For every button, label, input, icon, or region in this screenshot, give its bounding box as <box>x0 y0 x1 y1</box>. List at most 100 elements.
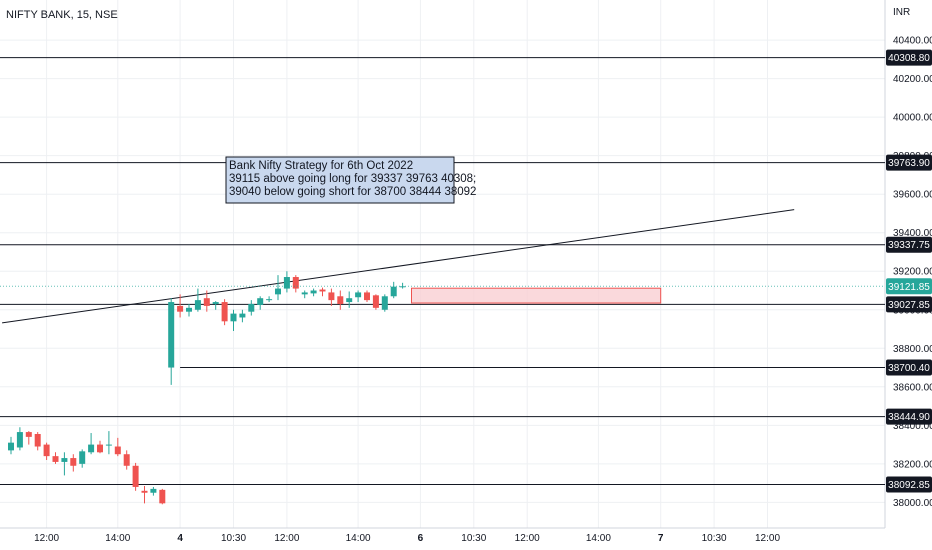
x-tick-label: 4 <box>177 533 183 544</box>
candle-body <box>337 296 344 304</box>
level-tag <box>886 236 932 253</box>
level-tag <box>886 476 932 493</box>
symbol-label[interactable]: NIFTY BANK, 15, NSE <box>6 9 118 21</box>
x-tick-label: 12:00 <box>515 533 540 544</box>
y-tick-label: 38400.00 <box>893 421 932 432</box>
candle-body <box>248 303 255 312</box>
candle-body <box>141 490 148 493</box>
level-tag <box>886 154 932 171</box>
level-tag-label: 38700.40 <box>888 363 930 374</box>
strategy-note-line: Bank Nifty Strategy for 6th Oct 2022 <box>229 160 413 172</box>
candle-body <box>34 433 41 447</box>
candle-body <box>114 446 121 455</box>
candle-body <box>61 458 68 462</box>
strategy-note[interactable]: Bank Nifty Strategy for 6th Oct 20223911… <box>225 156 476 204</box>
candle-body <box>105 444 112 446</box>
candle-body <box>177 305 184 312</box>
candle-body <box>319 289 326 292</box>
candle-body <box>186 307 192 312</box>
level-tag-label: 39027.85 <box>888 300 930 311</box>
candle-body <box>390 286 397 297</box>
current-price: 39121.85 <box>0 278 932 295</box>
level-tag <box>886 296 932 313</box>
rectangle-zone[interactable] <box>411 287 662 304</box>
currency-label: INR <box>893 7 910 18</box>
zone-box <box>411 287 662 304</box>
candle-body <box>159 489 166 504</box>
level-tag-label: 39337.75 <box>888 240 930 251</box>
x-tick-label: 12:00 <box>755 533 780 544</box>
level-tag <box>886 359 932 376</box>
current-price-label: 39121.85 <box>888 282 930 293</box>
candle-body <box>132 465 139 487</box>
level-tag <box>886 49 932 66</box>
candle-body <box>16 432 23 448</box>
candle-body <box>52 456 59 462</box>
candle-body <box>292 277 299 289</box>
level-tag-label: 38444.90 <box>888 412 930 423</box>
x-tick-label: 14:00 <box>586 533 611 544</box>
y-tick-label: 38200.00 <box>893 459 932 470</box>
candle-body <box>283 277 290 289</box>
candle-body <box>79 451 86 464</box>
candle-body <box>257 298 264 305</box>
current-price-tag <box>886 278 932 295</box>
y-tick-label: 39200.00 <box>893 267 932 278</box>
candle-body <box>266 299 273 301</box>
candle-body <box>8 442 14 451</box>
candle-body <box>70 458 77 466</box>
y-tick-label: 38800.00 <box>893 344 932 355</box>
candle-body <box>381 296 388 310</box>
trendline-segment <box>2 209 795 324</box>
candle-body <box>239 313 246 318</box>
candle-body <box>275 288 281 295</box>
candle-body <box>88 444 95 453</box>
level-tag-label: 39763.90 <box>888 158 930 169</box>
candles <box>8 271 406 505</box>
candle-body <box>123 454 130 466</box>
y-tick-label: 38600.00 <box>893 382 932 393</box>
strategy-note-box <box>225 156 455 204</box>
candle-body <box>168 302 175 368</box>
x-tick-label: 14:00 <box>105 533 130 544</box>
level-tag-label: 38092.85 <box>888 480 930 491</box>
x-tick-label: 14:00 <box>346 533 371 544</box>
strategy-note-line: 39115 above going long for 39337 39763 4… <box>229 173 476 185</box>
strategy-note-line: 39040 below going short for 38700 38444 … <box>229 186 476 198</box>
candle-body <box>355 292 362 298</box>
x-tick-label: 7 <box>658 533 664 544</box>
x-tick-label: 12:00 <box>274 533 299 544</box>
y-tick-label: 40200.00 <box>893 74 932 85</box>
y-axis: 40400.0040200.0040000.0039800.0039600.00… <box>893 36 932 509</box>
trendline[interactable] <box>2 209 795 324</box>
y-tick-label: 40000.00 <box>893 113 932 124</box>
candle-body <box>25 432 32 437</box>
candle-body <box>230 313 237 322</box>
x-tick-label: 10:30 <box>702 533 727 544</box>
x-tick-label: 6 <box>418 533 424 544</box>
candle-body <box>346 298 353 303</box>
level-tag <box>886 408 932 425</box>
level-tag-label: 40308.80 <box>888 53 930 64</box>
candle-body <box>221 302 228 322</box>
candle-body <box>372 295 379 308</box>
y-tick-label: 38000.00 <box>893 498 932 509</box>
candle-body <box>203 298 210 306</box>
candle-body <box>43 444 50 457</box>
candle-body <box>97 444 103 453</box>
y-tick-label: 39600.00 <box>893 190 932 201</box>
candle-body <box>194 300 201 310</box>
y-tick-label: 39400.00 <box>893 228 932 239</box>
x-tick-label: 12:00 <box>34 533 59 544</box>
x-tick-label: 10:30 <box>461 533 486 544</box>
candle-body <box>301 292 308 295</box>
candle-body <box>150 488 157 493</box>
candle-body <box>364 292 370 301</box>
candle-body <box>328 292 335 301</box>
candle-body <box>310 290 317 294</box>
x-tick-label: 10:30 <box>221 533 246 544</box>
candle-body <box>212 302 219 304</box>
horizontal-levels[interactable]: 40308.80 39763.90 39337.75 39027.85 38700.40… <box>0 49 932 493</box>
grid <box>0 0 886 529</box>
